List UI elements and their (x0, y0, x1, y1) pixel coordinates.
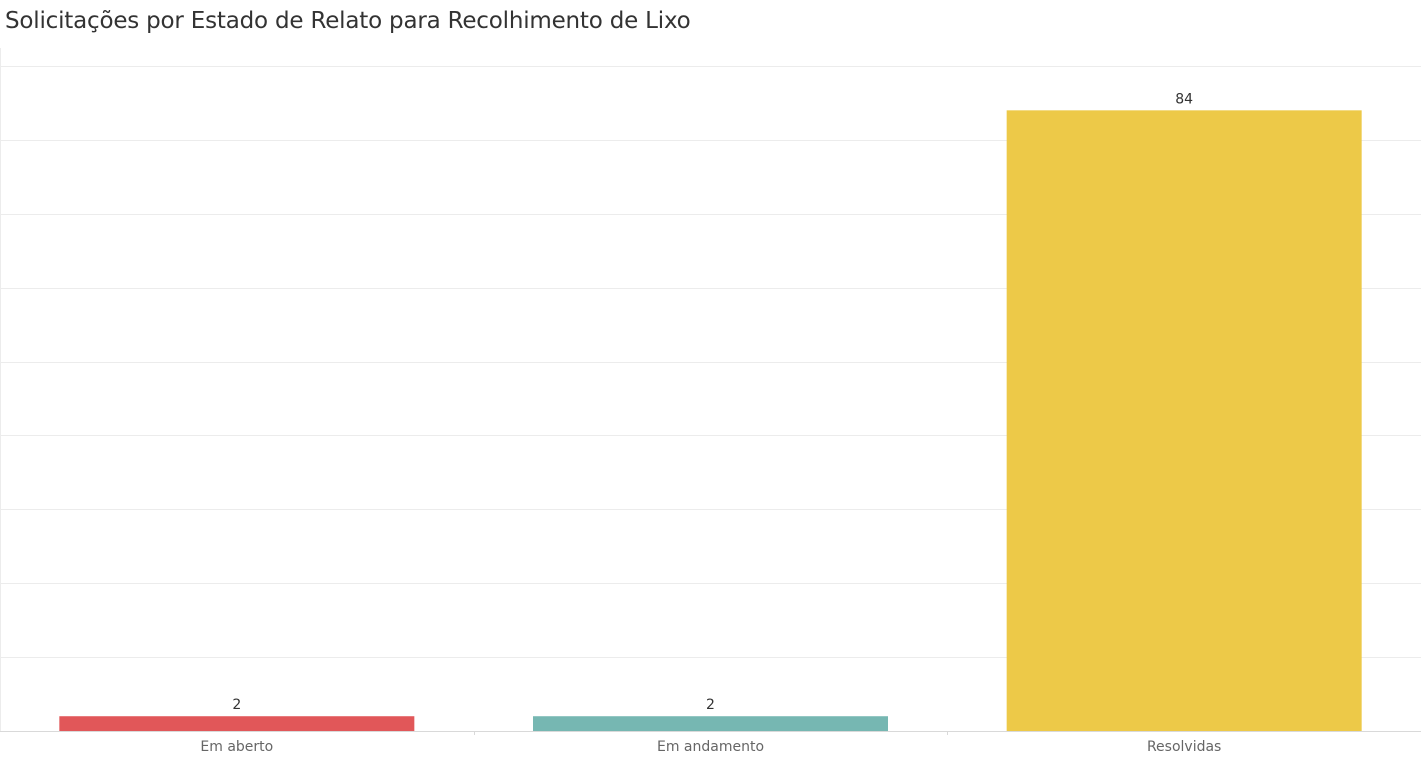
data-label: 84 (1175, 91, 1193, 107)
data-label: 2 (232, 697, 241, 713)
chart-title: Solicitações por Estado de Relato para R… (5, 8, 691, 34)
x-tick-label: Em andamento (657, 739, 764, 755)
x-tick-label: Em aberto (200, 739, 273, 755)
bar-em-andamento[interactable] (533, 716, 888, 731)
x-tick-label: Resolvidas (1147, 739, 1221, 755)
data-label: 2 (706, 697, 715, 713)
bar-em-aberto[interactable] (59, 716, 415, 731)
bar-resolvidas[interactable] (1006, 110, 1362, 732)
